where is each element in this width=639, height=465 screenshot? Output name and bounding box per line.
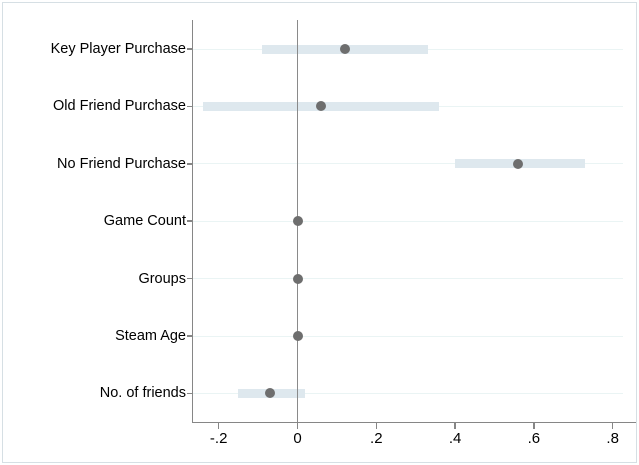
x-axis-tick: [375, 423, 378, 429]
y-axis-tick: [186, 48, 193, 50]
x-tick-label: .4: [448, 430, 462, 447]
category-label: Game Count: [103, 213, 186, 230]
estimate-dot: [292, 273, 303, 284]
x-axis-tick: [454, 423, 456, 429]
x-axis-tick: [533, 423, 535, 429]
x-tick-label: .2: [370, 430, 383, 447]
x-axis-line: [191, 421, 636, 423]
row-gridline: [193, 220, 623, 222]
category-label: Groups: [138, 270, 186, 287]
estimate-dot: [339, 44, 350, 54]
y-axis-tick: [186, 220, 193, 222]
estimate-dot: [292, 331, 303, 341]
category-label: Steam Age: [115, 328, 186, 344]
x-axis-tick: [296, 423, 299, 429]
y-axis-tick: [186, 163, 193, 165]
category-label: Old Friend Purchase: [53, 98, 186, 115]
y-axis-tick: [186, 277, 193, 280]
row-gridline: [193, 163, 623, 165]
x-tick-label: .8: [606, 430, 619, 447]
row-gridline: [193, 335, 623, 337]
x-axis-tick: [611, 423, 614, 429]
row-gridline: [193, 278, 623, 280]
x-axis-tick: [217, 423, 220, 429]
estimate-dot: [292, 216, 303, 227]
x-tick-label: -.2: [209, 430, 228, 447]
category-label: No Friend Purchase: [57, 155, 186, 172]
y-axis-tick: [186, 392, 193, 395]
x-tick-label: .6: [527, 430, 541, 447]
category-label: No. of friends: [99, 385, 186, 402]
estimate-dot: [316, 101, 327, 112]
category-label: Key Player Purchase: [50, 41, 186, 57]
y-axis-tick: [186, 335, 193, 337]
y-axis-tick: [186, 105, 193, 108]
estimate-dot: [513, 158, 524, 169]
estimate-dot: [264, 388, 275, 399]
x-tick-label: 0: [293, 430, 302, 447]
row-gridline: [193, 392, 623, 394]
